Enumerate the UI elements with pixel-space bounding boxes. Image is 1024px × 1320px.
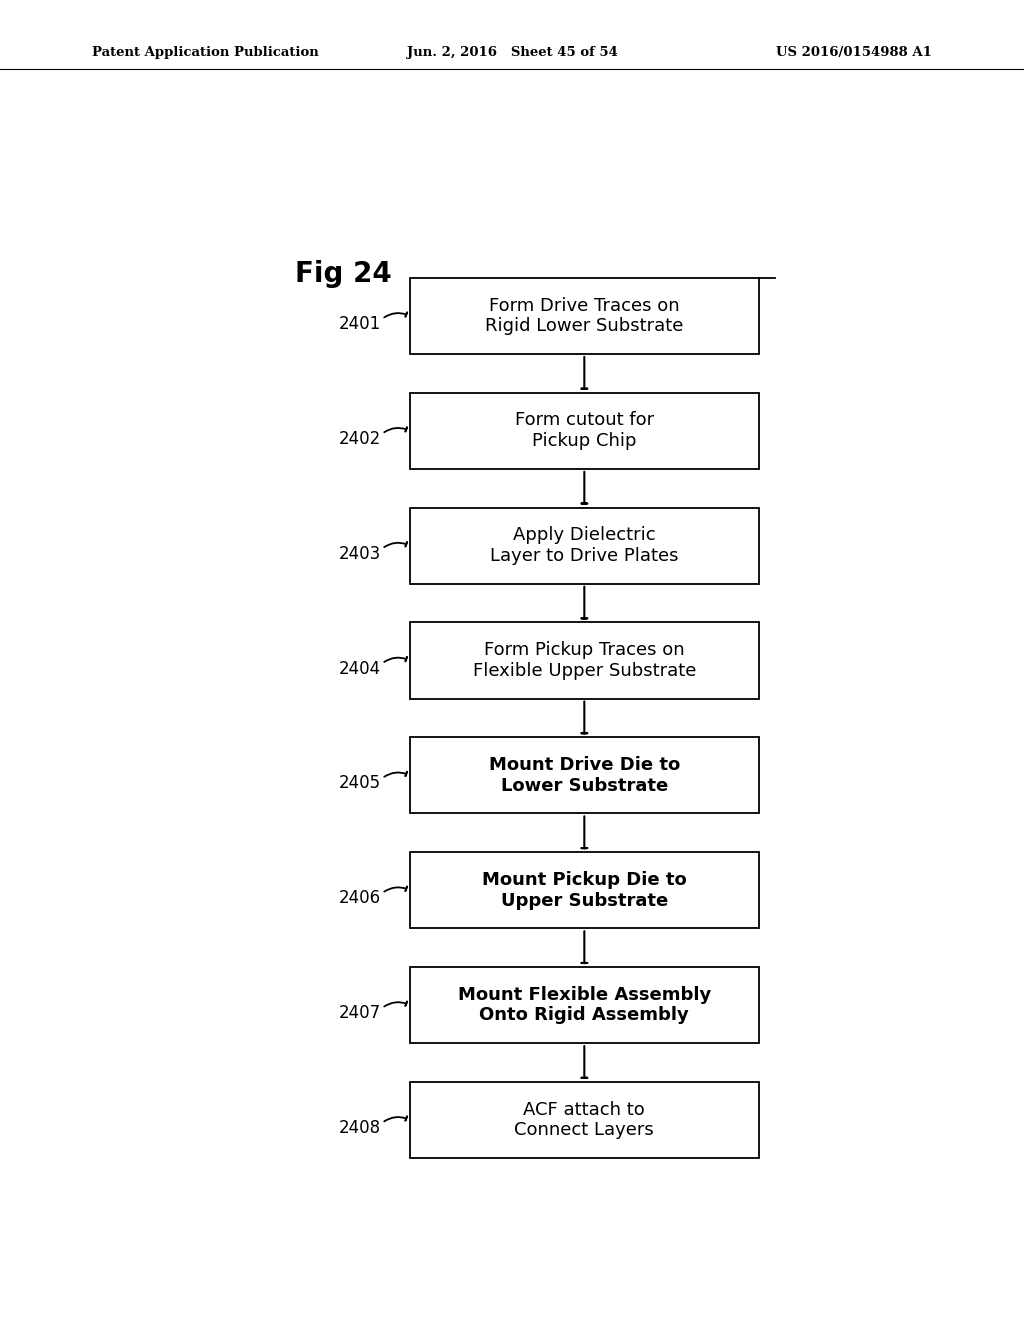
Bar xyxy=(410,392,759,469)
Bar xyxy=(410,507,759,583)
Text: 2402: 2402 xyxy=(338,430,381,447)
Text: 2401: 2401 xyxy=(338,315,381,333)
Bar xyxy=(410,277,759,354)
Bar xyxy=(410,968,759,1043)
Text: Apply Dielectric
Layer to Drive Plates: Apply Dielectric Layer to Drive Plates xyxy=(490,527,679,565)
Text: Form Drive Traces on
Rigid Lower Substrate: Form Drive Traces on Rigid Lower Substra… xyxy=(485,297,683,335)
Text: 2406: 2406 xyxy=(338,890,381,907)
Bar xyxy=(410,738,759,813)
Bar xyxy=(410,1082,759,1158)
Bar xyxy=(410,853,759,928)
Text: 2404: 2404 xyxy=(338,660,381,677)
Text: Mount Flexible Assembly
Onto Rigid Assembly: Mount Flexible Assembly Onto Rigid Assem… xyxy=(458,986,711,1024)
Text: US 2016/0154988 A1: US 2016/0154988 A1 xyxy=(776,46,932,59)
Text: ACF attach to
Connect Layers: ACF attach to Connect Layers xyxy=(514,1101,654,1139)
Text: 2403: 2403 xyxy=(338,545,381,562)
Bar xyxy=(410,623,759,698)
Text: Fig 24: Fig 24 xyxy=(295,260,391,288)
Text: Mount Drive Die to
Lower Substrate: Mount Drive Die to Lower Substrate xyxy=(488,756,680,795)
Text: 2408: 2408 xyxy=(338,1119,381,1137)
Text: Form cutout for
Pickup Chip: Form cutout for Pickup Chip xyxy=(515,412,654,450)
Text: Patent Application Publication: Patent Application Publication xyxy=(92,46,318,59)
Text: Mount Pickup Die to
Upper Substrate: Mount Pickup Die to Upper Substrate xyxy=(482,871,687,909)
Text: Jun. 2, 2016   Sheet 45 of 54: Jun. 2, 2016 Sheet 45 of 54 xyxy=(407,46,617,59)
Text: 2405: 2405 xyxy=(338,775,381,792)
Text: Form Pickup Traces on
Flexible Upper Substrate: Form Pickup Traces on Flexible Upper Sub… xyxy=(473,642,696,680)
Text: 2407: 2407 xyxy=(338,1005,381,1022)
